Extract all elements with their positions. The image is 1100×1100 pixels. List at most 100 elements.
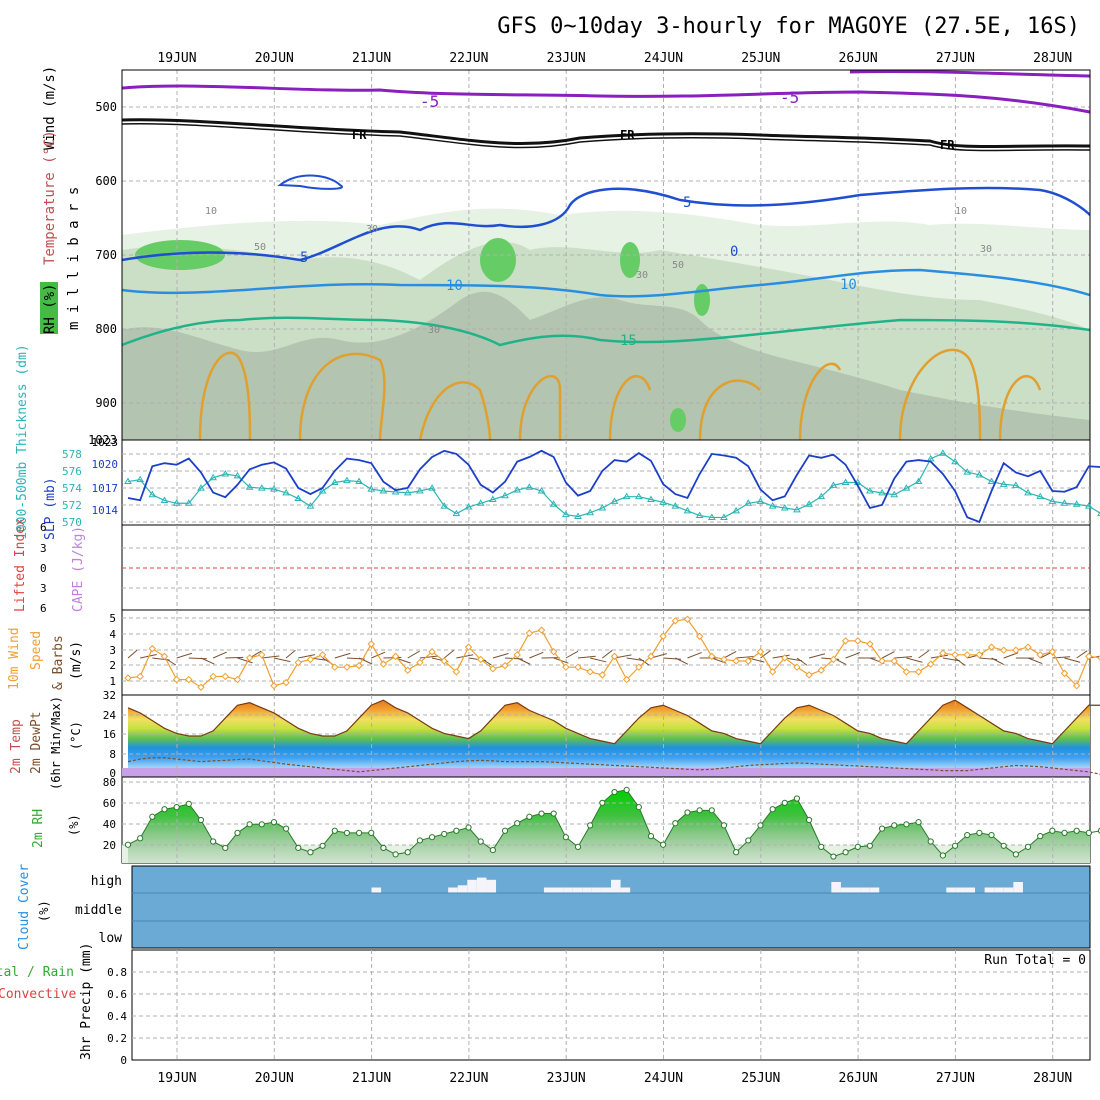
- pressure-tick: 800: [95, 322, 117, 336]
- thickness-point: [282, 488, 290, 496]
- wind-barb: [1064, 657, 1081, 663]
- rh-point: [514, 820, 521, 827]
- wind-speed-point: [501, 661, 509, 670]
- wind-barb: [237, 657, 253, 664]
- wind-speed-point: [1060, 669, 1069, 678]
- lifted-tick: 3: [40, 542, 47, 555]
- cloud-bar: [563, 887, 573, 893]
- rh-point: [1049, 827, 1056, 834]
- thickness-point: [172, 499, 181, 506]
- wind-speed-point: [598, 671, 607, 679]
- wind-axis-label: Wind (m/s): [42, 66, 58, 150]
- wind-barb: [200, 657, 215, 665]
- contour-label: 50: [672, 260, 684, 271]
- precip-label: Convective: [0, 987, 76, 1002]
- wind-speed-point: [999, 646, 1008, 654]
- wind-speed-point: [391, 652, 400, 661]
- contour-label: 50: [254, 242, 266, 253]
- contour-label: 5: [683, 195, 691, 211]
- wind-speed-point: [586, 668, 594, 676]
- slp-tick: 1017: [92, 482, 119, 495]
- wind-barb: [614, 654, 632, 659]
- wind-speed-point: [294, 658, 302, 667]
- cloud-bar: [611, 879, 621, 893]
- cloud-level: middle: [75, 903, 122, 918]
- wind-barb: [407, 650, 420, 659]
- thickness-point: [501, 491, 509, 499]
- cloud-bar: [965, 887, 976, 893]
- wind-barb: [675, 657, 689, 665]
- wind-grid: [122, 610, 1090, 695]
- cloud-bar: [869, 887, 880, 893]
- rh-point: [769, 806, 776, 813]
- precip-label: 3hr Precip (mm): [79, 943, 94, 1060]
- lifted-tick: 6: [40, 521, 47, 534]
- thickness-point: [805, 500, 813, 507]
- contour-label: 10: [446, 278, 463, 294]
- wind-speed-point: [610, 652, 619, 661]
- contour-label: 10: [955, 206, 967, 217]
- wind-speed-point: [306, 655, 315, 664]
- thickness-point: [148, 490, 157, 498]
- thickness-tick: 570: [62, 516, 82, 529]
- thickness-point: [634, 492, 643, 500]
- contour-label: 30: [636, 270, 648, 281]
- thickness-point: [136, 475, 145, 483]
- rh-point: [428, 834, 436, 841]
- wind-barb: [638, 657, 650, 666]
- precip-panel-background: [131, 949, 1091, 1061]
- cloud-bar: [946, 887, 956, 893]
- precip-tick: 0.6: [107, 988, 127, 1001]
- temp-tick: 24: [103, 709, 117, 722]
- rh-point: [441, 830, 448, 838]
- thickness-point: [367, 485, 376, 492]
- wind-barb: [942, 657, 960, 662]
- temp-tick: 0: [109, 767, 116, 780]
- slp-top-tick: 1023: [92, 436, 119, 449]
- thickness-point: [124, 477, 132, 485]
- wind-speed-point: [343, 663, 351, 671]
- slp-thickness-panel: 578 576 574 572 570 1020 1017 1014 1023 …: [15, 344, 1100, 540]
- wind-barb: [602, 650, 613, 659]
- thickness-point: [999, 480, 1008, 487]
- contour-label: 30: [428, 325, 440, 336]
- rh-point: [891, 822, 898, 829]
- freezing-level: [122, 118, 1090, 148]
- rh-point: [660, 841, 667, 848]
- thickness-point: [671, 502, 680, 509]
- thickness-point: [829, 481, 838, 488]
- wind-barb: [723, 650, 737, 659]
- date-label-bottom: 20JUN: [255, 1071, 294, 1086]
- rh-point: [222, 844, 229, 852]
- wind-speed-point: [318, 651, 327, 659]
- wind-speed-point: [805, 671, 813, 679]
- thickness-point: [428, 484, 436, 491]
- wind-speed-point: [817, 666, 825, 674]
- rh-point: [307, 849, 314, 856]
- cloud-bar: [601, 887, 611, 893]
- date-label-bottom: 28JUN: [1033, 1071, 1072, 1086]
- wind-barb: [894, 656, 913, 659]
- precip-grid: [132, 950, 1090, 1060]
- thickness-point: [318, 487, 327, 494]
- wind-speed-point: [951, 651, 959, 659]
- wind-speed-point: [233, 675, 242, 684]
- rh-point: [270, 819, 278, 826]
- rh-point: [185, 800, 192, 807]
- wind-speed-point: [331, 663, 339, 671]
- temp-contour-20: [198, 348, 1042, 440]
- rh-tick: 60: [103, 797, 116, 810]
- thickness-point: [866, 487, 874, 494]
- rh-point: [915, 819, 922, 826]
- thickness-point: [1072, 500, 1081, 507]
- rh-point: [1012, 851, 1019, 858]
- cloud-bars: [371, 877, 1023, 893]
- temp-units: (°C): [69, 721, 83, 750]
- wind-speed-point: [683, 615, 692, 623]
- cloud-bar: [840, 887, 851, 893]
- rh-point: [988, 831, 995, 839]
- rh-point: [672, 820, 679, 827]
- precip-tick: 0.2: [107, 1032, 127, 1045]
- thickness-point: [975, 470, 984, 478]
- wind-speed-point: [513, 651, 521, 659]
